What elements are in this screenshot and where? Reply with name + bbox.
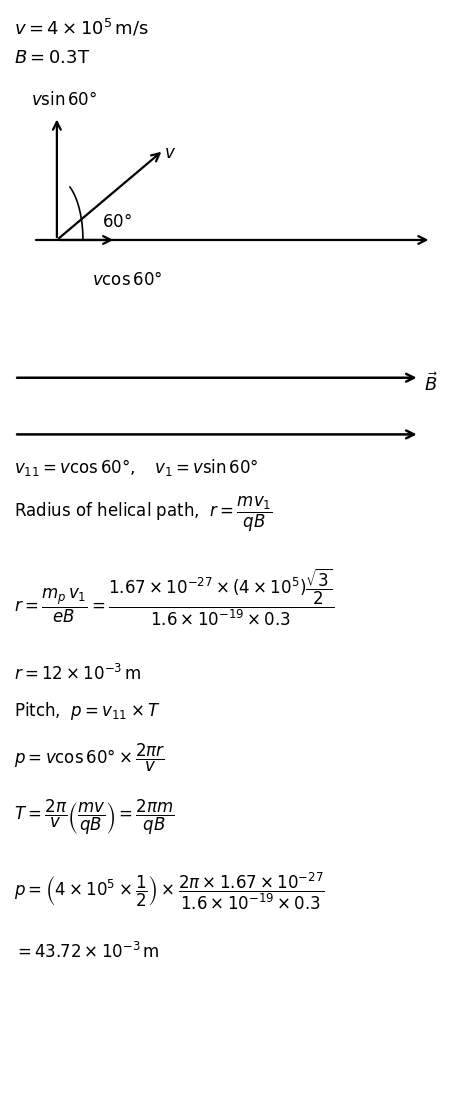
Text: Radius of helical path,  $r = \dfrac{mv_{1}}{qB}$: Radius of helical path, $r = \dfrac{mv_{… — [14, 494, 273, 534]
Text: Pitch,  $p = v_{11}\times T$: Pitch, $p = v_{11}\times T$ — [14, 700, 161, 722]
Text: $p = v\cos 60°\times\dfrac{2\pi r}{v}$: $p = v\cos 60°\times\dfrac{2\pi r}{v}$ — [14, 742, 166, 773]
Text: $v = 4\times10^{5}\,\mathrm{m/s}$: $v = 4\times10^{5}\,\mathrm{m/s}$ — [14, 18, 149, 38]
Text: $v_{11} = v\cos 60°, \quad v_{1} = v\sin 60°$: $v_{11} = v\cos 60°, \quad v_{1} = v\sin… — [14, 458, 259, 478]
Text: $60°$: $60°$ — [102, 213, 132, 231]
Text: $\vec{B}$: $\vec{B}$ — [424, 372, 438, 394]
Text: $v\sin 60°$: $v\sin 60°$ — [31, 91, 97, 109]
Text: $r = 12\times10^{-3}\,\mathrm{m}$: $r = 12\times10^{-3}\,\mathrm{m}$ — [14, 664, 142, 684]
Text: $p = \left(4\times10^{5}\times\dfrac{1}{2}\right)\times\dfrac{2\pi\times1.67\tim: $p = \left(4\times10^{5}\times\dfrac{1}{… — [14, 870, 325, 912]
Text: $B =0.3\mathrm{T}$: $B =0.3\mathrm{T}$ — [14, 49, 91, 67]
Text: $v\cos 60°$: $v\cos 60°$ — [92, 271, 163, 289]
Text: $T = \dfrac{2\pi}{v}\left(\dfrac{mv}{qB}\right) = \dfrac{2\pi m}{qB}$: $T = \dfrac{2\pi}{v}\left(\dfrac{mv}{qB}… — [14, 798, 175, 838]
Text: $v$: $v$ — [164, 144, 175, 162]
Text: $r = \dfrac{m_{p}\,v_{1}}{eB} = \dfrac{1.67\times10^{-27}\times\left(4\times10^{: $r = \dfrac{m_{p}\,v_{1}}{eB} = \dfrac{1… — [14, 567, 334, 629]
Text: $= 43.72\times10^{-3}\,\mathrm{m}$: $= 43.72\times10^{-3}\,\mathrm{m}$ — [14, 942, 160, 962]
